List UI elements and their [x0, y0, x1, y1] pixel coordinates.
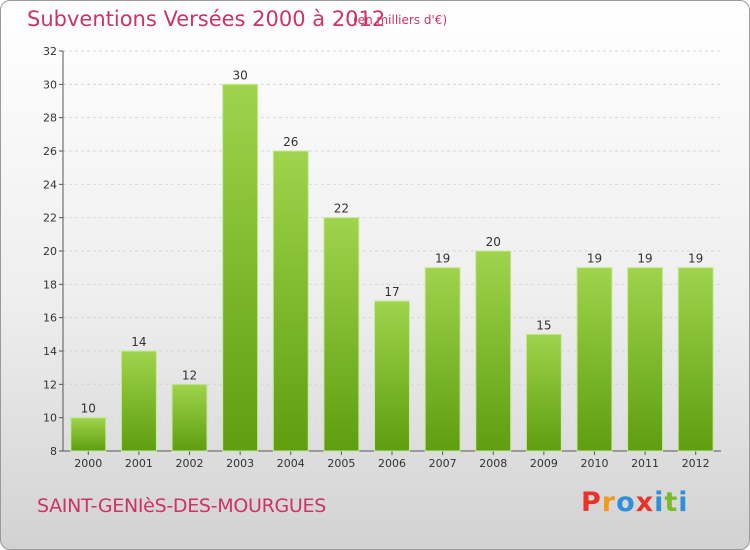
y-tick-label: 16	[43, 312, 57, 325]
y-tick-label: 24	[43, 178, 57, 191]
logo-letter: r	[601, 487, 617, 518]
bar-value-label: 17	[384, 285, 399, 299]
bar	[576, 267, 613, 452]
logo-letter: P	[581, 487, 602, 518]
bar-value-label: 30	[233, 68, 248, 82]
y-tick-label: 20	[43, 245, 57, 258]
y-tick-label: 30	[43, 78, 57, 91]
x-tick-label: 2007	[429, 457, 457, 470]
bar	[475, 250, 512, 452]
bar-value-label: 12	[182, 368, 197, 382]
bar-value-label: 19	[435, 252, 450, 266]
logo-letter: i	[678, 487, 689, 518]
logo-letter: i	[654, 487, 665, 518]
bar-value-label: 10	[81, 402, 96, 416]
bar-value-label: 22	[334, 202, 349, 216]
bar	[374, 300, 410, 452]
logo-letter: x	[635, 487, 655, 518]
bar	[272, 150, 309, 452]
bar	[424, 267, 461, 452]
bar-value-label: 26	[283, 135, 298, 149]
logo-letter: t	[664, 487, 679, 518]
y-tick-label: 14	[43, 345, 57, 358]
bars	[70, 83, 714, 452]
chart-title: Subventions Versées 2000 à 2012	[27, 7, 386, 31]
bar	[323, 217, 360, 452]
bar-value-label: 19	[688, 252, 703, 266]
bar	[677, 267, 714, 452]
bar-value-label: 19	[637, 252, 652, 266]
y-tick-label: 18	[43, 278, 57, 291]
x-tick-label: 2006	[378, 457, 406, 470]
chart-unit-note: (en milliers d'€)	[353, 13, 448, 27]
bar	[70, 417, 107, 452]
y-tick-label: 12	[43, 378, 57, 391]
bar	[171, 383, 208, 452]
y-tick-label: 26	[43, 145, 57, 158]
y-tick-label: 28	[43, 112, 57, 125]
bar	[222, 83, 259, 452]
bar	[525, 333, 562, 452]
x-tick-label: 2008	[479, 457, 507, 470]
x-tick-label: 2009	[530, 457, 558, 470]
logo-letter: o	[616, 487, 636, 518]
x-tick-label: 2003	[226, 457, 254, 470]
x-tick-label: 2002	[176, 457, 204, 470]
x-tick-label: 2012	[682, 457, 710, 470]
bar-value-label: 15	[536, 318, 551, 332]
x-tick-label: 2000	[74, 457, 102, 470]
x-tick-label: 2005	[327, 457, 355, 470]
y-tick-label: 10	[43, 412, 57, 425]
x-tick-label: 2004	[277, 457, 305, 470]
bar-value-label: 14	[131, 335, 146, 349]
bar-value-label: 20	[486, 235, 501, 249]
y-tick-label: 32	[43, 45, 57, 58]
x-tick-label: 2011	[631, 457, 659, 470]
bar	[120, 350, 157, 452]
x-tick-label: 2001	[125, 457, 153, 470]
y-tick-label: 8	[50, 445, 57, 458]
commune-name: SAINT-GENIèS-DES-MOURGUES	[37, 495, 326, 517]
bar	[627, 267, 664, 452]
bar-value-label: 19	[587, 252, 602, 266]
labels: 8 10 12 14 16 18 20 22 24 26 28 30 32 10 2000 14 2001 12 2…	[43, 45, 710, 470]
y-tick-label: 22	[43, 212, 57, 225]
proxiti-logo[interactable]: Proxiti	[581, 487, 689, 518]
x-tick-label: 2010	[580, 457, 608, 470]
